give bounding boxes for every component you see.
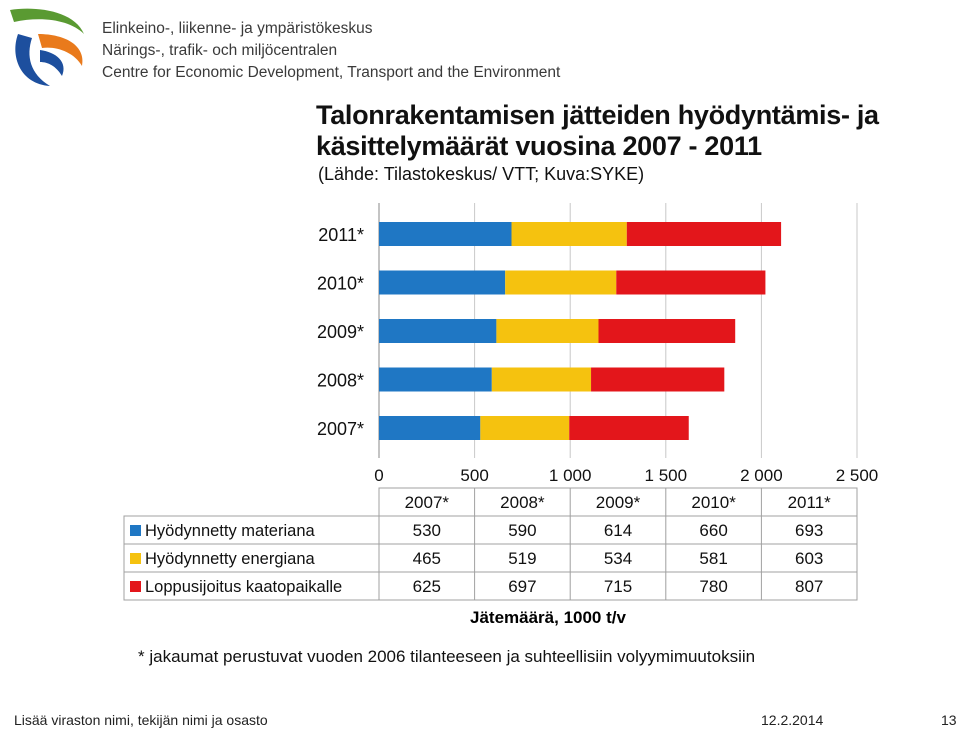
x-tick-label: 1 500 — [645, 466, 688, 485]
x-tick-label: 2 500 — [836, 466, 879, 485]
table-header-cell: 2008* — [500, 493, 545, 512]
table-value-cell: 780 — [699, 577, 727, 596]
org-name-sv: Närings-, trafik- och miljöcentralen — [102, 42, 338, 59]
legend-series-name: Hyödynnetty energiana — [145, 550, 316, 568]
y-category-label: 2011* — [318, 225, 364, 245]
table-value-cell: 465 — [413, 549, 441, 568]
footer-date: 12.2.2014 — [761, 712, 824, 728]
table-value-cell: 581 — [699, 549, 727, 568]
bar-2010-series-1 — [379, 270, 506, 295]
bar-2011-series-2 — [511, 222, 627, 246]
table-value-cell: 590 — [508, 521, 536, 540]
bar-2008-series-2 — [491, 367, 592, 392]
chart-subtitle: (Lähde: Tilastokeskus/ VTT; Kuva:SYKE) — [318, 164, 645, 184]
bar-2007-series-1 — [379, 416, 481, 440]
bar-2007-series-2 — [480, 416, 570, 440]
table-value-cell: 530 — [413, 521, 441, 540]
table-value-cell: 715 — [604, 577, 632, 596]
chart-title: Talonrakentamisen jätteiden hyödyntämis-… — [316, 100, 879, 162]
y-category-label: 2008* — [317, 371, 364, 391]
legend-series-name: Hyödynnetty materiana — [145, 522, 315, 540]
legend-swatch — [130, 553, 141, 564]
org-name-en: Centre for Economic Development, Transpo… — [102, 64, 561, 81]
legend-series-name: Loppusijoitus kaatopaikalle — [145, 578, 342, 596]
table-value-cell: 693 — [795, 521, 823, 540]
table-header-cell: 2007* — [405, 493, 450, 512]
table-value-cell: 534 — [604, 549, 632, 568]
page-header: Elinkeino-, liikenne- ja ympäristökeskus… — [0, 0, 960, 95]
bar-2008-series-1 — [379, 367, 492, 392]
bar-2009-series-2 — [496, 319, 599, 343]
chart-title-line-1: Talonrakentamisen jätteiden hyödyntämis-… — [316, 100, 879, 130]
ely-centre-logo-icon — [10, 8, 84, 86]
table-value-cell: 660 — [699, 521, 727, 540]
table-value-cell: 614 — [604, 521, 632, 540]
bar-2011-series-3 — [626, 222, 782, 246]
table-value-cell: 697 — [508, 577, 536, 596]
y-category-label: 2010* — [317, 274, 364, 294]
bar-2009-series-1 — [379, 319, 497, 343]
x-tick-label: 500 — [460, 466, 488, 485]
bar-2011-series-1 — [379, 222, 512, 246]
bar-2008-series-3 — [591, 367, 725, 392]
y-category-label: 2009* — [317, 322, 364, 342]
footnote: * jakaumat perustuvat vuoden 2006 tilant… — [138, 647, 756, 666]
table-value-cell: 603 — [795, 549, 823, 568]
bar-2007-series-3 — [569, 416, 689, 440]
table-value-cell: 807 — [795, 577, 823, 596]
footer-organization-text: Lisää viraston nimi, tekijän nimi ja osa… — [14, 712, 268, 728]
legend-swatch — [130, 581, 141, 592]
legend-swatch — [130, 525, 141, 536]
x-axis-label: Jätemäärä, 1000 t/v — [470, 608, 626, 627]
x-tick-label: 1 000 — [549, 466, 592, 485]
table-header-cell: 2009* — [596, 493, 641, 512]
table-header-cell: 2011* — [788, 493, 832, 512]
table-header-cell: 2010* — [691, 493, 736, 512]
bar-2009-series-3 — [598, 319, 736, 343]
org-name-fi: Elinkeino-, liikenne- ja ympäristökeskus — [102, 20, 373, 37]
chart-title-line-2: käsittelymäärät vuosina 2007 - 2011 — [316, 131, 762, 161]
table-value-cell: 625 — [413, 577, 441, 596]
x-tick-label: 2 000 — [740, 466, 783, 485]
bar-2010-series-2 — [505, 270, 617, 295]
table-value-cell: 519 — [508, 549, 536, 568]
organization-names: Elinkeino-, liikenne- ja ympäristökeskus… — [102, 18, 560, 84]
x-tick-label: 0 — [374, 466, 383, 485]
y-category-label: 2007* — [317, 419, 364, 439]
footer-page-number: 13 — [941, 712, 957, 728]
bar-2010-series-3 — [616, 270, 766, 295]
